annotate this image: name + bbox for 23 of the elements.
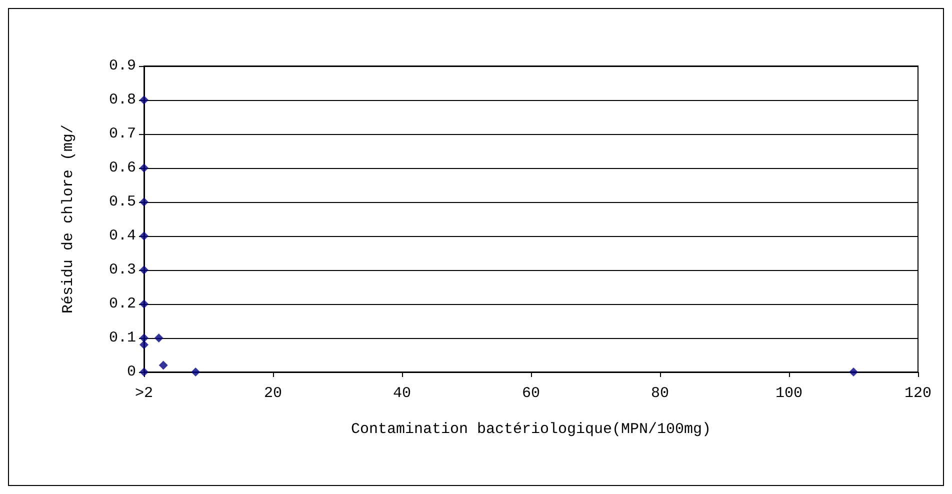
x-tick-label: 40 — [392, 385, 412, 402]
point — [191, 368, 200, 376]
x-axis-title: Contamination bactériologique(MPN/100mg) — [350, 421, 712, 438]
y-tick-label: 0.4 — [108, 228, 136, 244]
x-tick-label: 120 — [904, 385, 932, 402]
x-tick-label: 60 — [522, 385, 540, 402]
x-tick-label: >2 — [134, 385, 154, 402]
x-tick-label: 100 — [775, 385, 803, 402]
y-tick-label: 0.5 — [108, 194, 136, 210]
y-tick-label: 0.7 — [108, 126, 136, 142]
y-axis-title: Résidu de chlore (mg/ — [60, 124, 77, 314]
x-tick-label: 20 — [264, 385, 282, 402]
y-tick-label: 0.8 — [108, 92, 136, 108]
y-tick-label: 0.1 — [108, 330, 136, 346]
point — [849, 368, 858, 376]
y-tick-label: 0.9 — [108, 58, 136, 74]
x-tick-label: 80 — [650, 385, 670, 402]
point — [154, 334, 164, 342]
point — [158, 360, 168, 370]
y-tick-label: 0.3 — [108, 262, 136, 278]
y-tick-label: 0 — [126, 364, 136, 380]
y-tick-label: 0.6 — [108, 160, 136, 176]
y-tick-label: 0.2 — [108, 296, 136, 312]
